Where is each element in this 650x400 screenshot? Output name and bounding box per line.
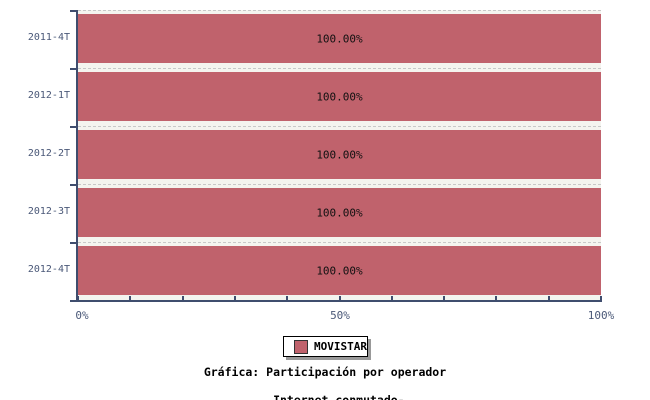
plot-area: 100.00% 100.00% 100.00% 100.00% 100.00% (78, 10, 601, 300)
bar-value-label: 100.00% (316, 32, 363, 45)
y-axis-label: 2012-4T (27, 264, 70, 275)
bar-value-label: 100.00% (316, 206, 363, 219)
x-axis-tick (233, 296, 236, 300)
x-axis-label-100: 100% (587, 309, 615, 322)
y-axis-tick (70, 126, 76, 128)
y-axis-tick (70, 10, 76, 12)
x-ticks (77, 296, 602, 300)
x-axis-tick (181, 296, 184, 300)
y-axis-label: 2011-4T (27, 32, 70, 43)
bar-value-label: 100.00% (316, 264, 363, 277)
bar-value-label: 100.00% (316, 90, 363, 103)
bar-2012-4t: 100.00% (78, 246, 601, 295)
x-axis-tick (547, 296, 550, 300)
chart-title-line2: Internet conmutado- (273, 393, 405, 400)
y-axis-label: 2012-3T (27, 206, 70, 217)
x-axis-line (76, 300, 602, 302)
bar-2012-2t: 100.00% (78, 130, 601, 179)
bar-2012-3t: 100.00% (78, 188, 601, 237)
bar-2011-4t: 100.00% (78, 14, 601, 63)
bar-group-2012-2t: 100.00% (78, 126, 601, 184)
legend-label-movistar: MOVISTAR (314, 340, 367, 353)
x-axis-tick (443, 296, 446, 300)
x-axis-label-0: 0% (75, 309, 89, 322)
bar-2012-1t: 100.00% (78, 72, 601, 121)
chart-title-line1: Gráfica: Participación por operador (203, 365, 447, 379)
y-axis-tick (70, 242, 76, 244)
x-axis-tick (390, 296, 393, 300)
y-axis-tick (70, 300, 76, 302)
y-axis-label: 2012-2T (27, 148, 70, 159)
chart-title: Gráfica: Participación por operador Inte… (0, 365, 650, 400)
x-axis-label-50: 50% (330, 309, 350, 322)
y-axis-tick (70, 184, 76, 186)
x-axis-tick (338, 296, 341, 300)
legend-swatch-movistar (294, 339, 308, 354)
bar-group-2012-1t: 100.00% (78, 68, 601, 126)
x-axis-tick (129, 296, 132, 300)
y-axis-line (76, 10, 78, 302)
y-axis-tick (70, 68, 76, 70)
bar-group-2011-4t: 100.00% (78, 10, 601, 68)
bar-value-label: 100.00% (316, 148, 363, 161)
legend-box: MOVISTAR (283, 336, 368, 357)
bar-group-2012-3t: 100.00% (78, 184, 601, 242)
x-axis-tick (77, 296, 79, 300)
x-axis-tick (600, 296, 602, 300)
bar-group-2012-4t: 100.00% (78, 242, 601, 300)
y-axis-label: 2012-1T (27, 90, 70, 101)
x-axis-tick (495, 296, 498, 300)
x-axis-tick (286, 296, 289, 300)
